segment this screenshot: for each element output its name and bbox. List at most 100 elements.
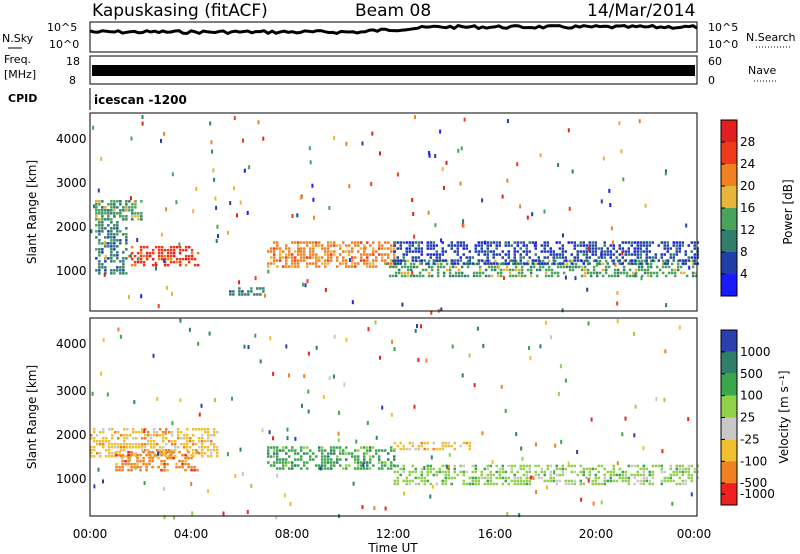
heatmap-cell (324, 253, 327, 256)
heatmap-cell (568, 268, 572, 272)
heatmap-cell (561, 464, 564, 468)
heatmap-cell (327, 461, 330, 464)
heatmap-cell (108, 440, 111, 443)
heatmap-cell (696, 464, 699, 468)
heatmap-cell (165, 428, 168, 431)
heatmap-cell (90, 455, 93, 458)
heatmap-speckle (412, 212, 415, 216)
heatmap-speckle (535, 489, 538, 494)
heatmap-cell (162, 440, 165, 443)
heatmap-cell (288, 461, 291, 464)
heatmap-cell (675, 473, 678, 477)
heatmap-cell (592, 265, 596, 269)
heatmap-cell (462, 241, 465, 244)
heatmap-speckle (102, 338, 105, 343)
heatmap-speckle (103, 240, 106, 245)
heatmap-cell (133, 462, 136, 466)
heatmap-cell (366, 467, 369, 470)
heatmap-cell (354, 256, 357, 259)
heatmap-cell (658, 268, 662, 272)
heatmap-cell (95, 212, 98, 215)
heatmap-speckle (179, 318, 182, 323)
heatmap-cell (634, 271, 638, 275)
heatmap-cell (198, 452, 201, 455)
heatmap-cell (169, 251, 173, 255)
heatmap-cell (435, 482, 438, 486)
heatmap-speckle (141, 115, 144, 119)
heatmap-speckle (134, 466, 137, 471)
heatmap-speckle (557, 163, 560, 167)
heatmap-cell (556, 262, 560, 266)
heatmap-cell (107, 242, 110, 245)
heatmap-speckle (425, 358, 428, 363)
heatmap-speckle (208, 331, 211, 336)
heatmap-cell (312, 458, 315, 461)
heatmap-cell (120, 446, 123, 449)
heatmap-cell (411, 241, 414, 244)
heatmap-cell (345, 265, 348, 268)
heatmap-cell (294, 259, 297, 262)
heatmap-cell (459, 244, 462, 247)
heatmap-cell (385, 262, 389, 266)
heatmap-speckle (296, 213, 299, 218)
heatmap-cell (330, 256, 333, 259)
heatmap-cell (663, 470, 666, 474)
heatmap-cell (561, 247, 564, 250)
heatmap-speckle (216, 224, 219, 229)
heatmap-cell (567, 479, 570, 483)
heatmap-cell (468, 256, 471, 259)
heatmap-speckle (156, 396, 159, 401)
heatmap-cell (528, 467, 531, 471)
heatmap-cell (507, 262, 510, 265)
heatmap-cell (168, 440, 171, 443)
heatmap-cell (399, 244, 402, 247)
heatmap-cell (432, 262, 435, 265)
heatmap-cell (300, 446, 303, 449)
heatmap-cell (640, 265, 644, 269)
heatmap-speckle (276, 473, 279, 478)
heatmap-cell (111, 434, 114, 437)
heatmap-cell (682, 259, 686, 263)
heatmap-cell (172, 450, 175, 454)
heatmap-cell (267, 446, 270, 449)
heatmap-speckle (430, 455, 433, 460)
heatmap-cell (110, 245, 113, 248)
heatmap-cell (125, 239, 128, 242)
heatmap-cell (624, 250, 627, 253)
heatmap-cell (394, 259, 398, 263)
heatmap-cell (363, 262, 366, 265)
heatmap-cell (282, 464, 285, 467)
heatmap-cell (583, 274, 587, 278)
heatmap-cell (672, 256, 675, 259)
heatmap-cell (193, 263, 197, 267)
heatmap-cell (144, 434, 147, 437)
heatmap-cell (622, 268, 626, 272)
heatmap-cell (636, 470, 639, 474)
heatmap-cell (119, 200, 122, 203)
heatmap-cell (396, 476, 399, 480)
heatmap-cell (535, 268, 539, 272)
heatmap-cell (122, 263, 125, 266)
heatmap-cell (201, 452, 204, 455)
heatmap-cell (193, 465, 196, 469)
heatmap-cell (471, 476, 474, 480)
heatmap-cell (130, 245, 134, 249)
heatmap-cell (459, 444, 462, 448)
heatmap-cell (549, 473, 552, 477)
heatmap-cell (540, 262, 543, 265)
heatmap-cell (207, 434, 210, 437)
heatmap-cell (363, 467, 366, 470)
heatmap-cell (408, 244, 411, 247)
heatmap-cell (400, 259, 404, 263)
heatmap-cell (363, 253, 366, 256)
heatmap-cell (393, 253, 396, 256)
heatmap-cell (594, 482, 597, 486)
heatmap-cell (381, 253, 384, 256)
heatmap-cell (132, 437, 135, 440)
heatmap-cell (118, 465, 121, 469)
heatmap-cell (459, 256, 462, 259)
heatmap-cell (586, 259, 590, 263)
heatmap-cell (432, 473, 435, 477)
heatmap-cell (564, 482, 567, 486)
heatmap-cell (427, 274, 431, 278)
